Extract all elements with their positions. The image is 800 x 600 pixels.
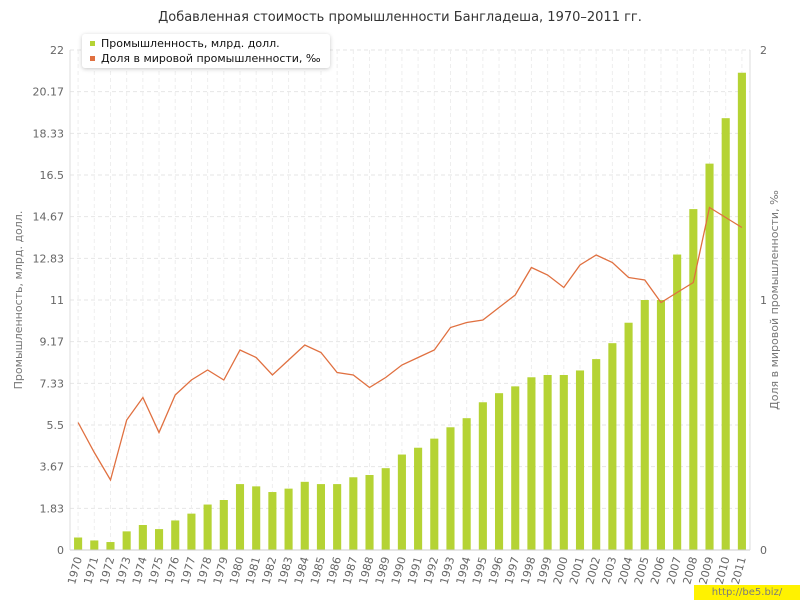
- y-tick-label: 16.5: [40, 169, 65, 182]
- legend-label-industry: Промышленность, млрд. долл.: [101, 37, 280, 50]
- series-line-share: [77, 206, 743, 482]
- bar: [122, 531, 131, 550]
- bar: [575, 370, 585, 550]
- y-tick-label: 0: [57, 544, 64, 557]
- bar: [333, 484, 342, 550]
- y-axis-title: Промышленность, млрд. долл.: [12, 211, 25, 390]
- bar: [656, 300, 665, 550]
- bar: [511, 386, 520, 550]
- bar: [203, 504, 212, 550]
- bar: [640, 300, 649, 550]
- legend-swatch-industry: [90, 40, 95, 46]
- bar: [592, 359, 601, 550]
- bar: [608, 343, 617, 550]
- bar: [252, 486, 261, 550]
- bar: [430, 438, 439, 550]
- bar: [446, 427, 455, 550]
- legend[interactable]: Промышленность, млрд. долл. Доля в миров…: [82, 34, 330, 68]
- bar: [543, 375, 552, 550]
- bar: [138, 525, 147, 550]
- bar: [300, 481, 309, 550]
- bar: [268, 492, 277, 550]
- y-tick-label: 1.83: [40, 502, 65, 515]
- bar: [689, 209, 698, 550]
- bar: [559, 375, 568, 550]
- bar: [721, 118, 730, 550]
- y-tick-label: 11: [50, 294, 64, 307]
- bar: [235, 484, 245, 550]
- bar: [705, 163, 714, 551]
- bar: [381, 468, 390, 550]
- y-tick-label: 22: [50, 44, 64, 57]
- chart-title: Добавленная стоимость промышленности Бан…: [158, 10, 642, 25]
- bar: [365, 475, 374, 550]
- bar: [74, 537, 83, 550]
- watermark-link[interactable]: http://be5.biz/: [694, 585, 800, 600]
- bar: [414, 447, 423, 550]
- y-tick-label: 5.5: [47, 419, 65, 432]
- legend-item-share[interactable]: Доля в мировой промышленности, ‰: [90, 52, 321, 66]
- bar: [527, 377, 536, 550]
- y-tick-label: 14.67: [33, 211, 65, 224]
- bar: [478, 402, 487, 550]
- bar: [219, 500, 228, 550]
- y-tick-label: 18.33: [33, 127, 65, 140]
- bar: [737, 72, 746, 551]
- legend-item-industry[interactable]: Промышленность, млрд. долл.: [90, 37, 280, 51]
- bar: [316, 484, 325, 550]
- bar: [284, 488, 293, 550]
- bar: [106, 542, 115, 550]
- bar: [155, 529, 164, 550]
- bar: [673, 254, 682, 550]
- y2-tick-label: 2: [760, 44, 767, 57]
- bar: [495, 393, 504, 550]
- y-tick-label: 12.83: [33, 252, 65, 265]
- y2-tick-label: 0: [760, 544, 767, 557]
- y-tick-label: 9.17: [40, 336, 65, 349]
- y-tick-label: 20.17: [33, 86, 65, 99]
- y-tick-label: 7.33: [40, 377, 65, 390]
- bar: [462, 418, 471, 550]
- bar: [624, 322, 633, 550]
- bar: [187, 513, 196, 550]
- y2-tick-label: 1: [760, 294, 767, 307]
- bar: [349, 477, 358, 550]
- legend-swatch-share: [90, 55, 95, 61]
- y2-axis-title: Доля в мировой промышленности, ‰: [768, 190, 781, 410]
- legend-label-share: Доля в мировой промышленности, ‰: [101, 52, 321, 65]
- bar: [90, 540, 99, 550]
- bar: [397, 454, 406, 550]
- y-tick-label: 3.67: [40, 461, 65, 474]
- bar: [171, 520, 180, 550]
